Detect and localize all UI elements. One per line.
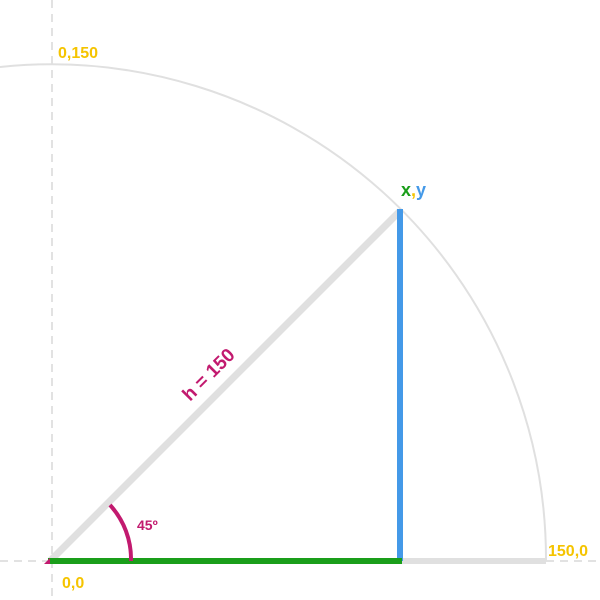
y-axis-point-label: 0,150 bbox=[58, 45, 98, 62]
origin-label: 0,0 bbox=[62, 575, 84, 592]
hypotenuse-line bbox=[47, 208, 403, 564]
angle-arc bbox=[108, 503, 134, 562]
origin-marker bbox=[44, 558, 50, 564]
hypotenuse-label: h = 150 bbox=[179, 345, 240, 406]
point-label-comma: , bbox=[411, 180, 416, 200]
angle-label: 45º bbox=[137, 517, 158, 533]
point-label-x: x bbox=[401, 180, 411, 200]
x-axis-point-label: 150,0 bbox=[548, 543, 588, 560]
point-label: x,y bbox=[401, 180, 426, 200]
radius-circle-arc bbox=[0, 63, 548, 562]
point-label-y: y bbox=[416, 180, 426, 200]
